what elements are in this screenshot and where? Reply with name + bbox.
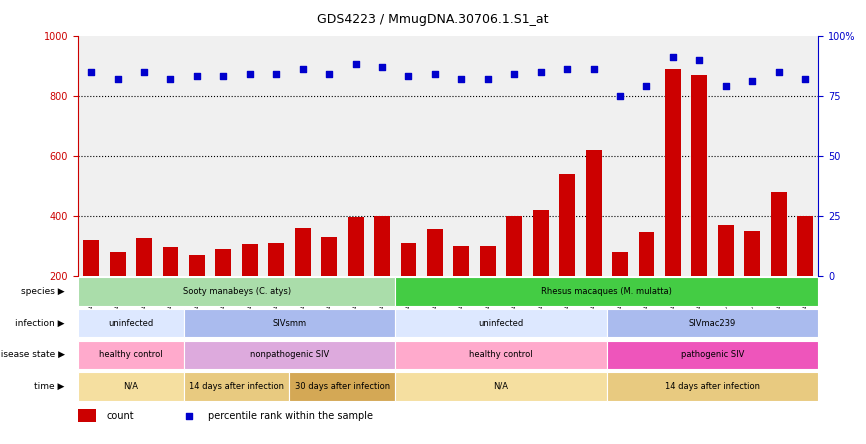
Text: GDS4223 / MmugDNA.30706.1.S1_at: GDS4223 / MmugDNA.30706.1.S1_at [317,13,549,26]
Point [84,68,98,75]
Bar [507,216,522,336]
FancyBboxPatch shape [78,372,184,400]
Point [798,75,812,82]
Point [375,63,389,70]
Point [164,75,178,82]
Point [560,66,574,73]
Point [322,71,336,78]
Text: healthy control: healthy control [469,350,533,359]
Bar [744,231,760,336]
Text: 14 days after infection: 14 days after infection [189,382,284,391]
Point [586,66,600,73]
Text: nonpathogenic SIV: nonpathogenic SIV [250,350,329,359]
Point [182,412,196,420]
Bar [798,216,813,336]
Text: healthy control: healthy control [99,350,163,359]
FancyBboxPatch shape [395,278,818,306]
Text: percentile rank within the sample: percentile rank within the sample [208,411,372,421]
FancyBboxPatch shape [289,372,395,400]
Bar [480,246,495,336]
Point [613,92,627,99]
Point [242,71,256,78]
FancyBboxPatch shape [184,341,395,369]
FancyBboxPatch shape [395,341,607,369]
FancyBboxPatch shape [607,341,818,369]
Point [533,68,547,75]
Point [455,75,469,82]
Point [772,68,785,75]
Bar [294,228,311,336]
Bar [189,255,205,336]
FancyBboxPatch shape [184,372,289,400]
Point [666,54,680,61]
Point [428,71,442,78]
FancyBboxPatch shape [395,372,607,400]
Text: infection ▶: infection ▶ [16,319,65,328]
Bar [136,238,152,336]
Bar [665,68,681,336]
Text: SIVsmm: SIVsmm [273,319,307,328]
Point [216,73,230,80]
Text: disease state ▶: disease state ▶ [0,350,65,359]
Point [190,73,204,80]
Bar [718,225,734,336]
Bar [401,243,417,336]
Bar [216,249,231,336]
Bar [559,174,575,336]
FancyBboxPatch shape [78,309,184,337]
Text: species ▶: species ▶ [21,287,65,296]
FancyBboxPatch shape [78,341,184,369]
Point [111,75,125,82]
Bar [771,192,786,336]
Bar [83,240,99,336]
FancyBboxPatch shape [184,309,395,337]
Text: time ▶: time ▶ [35,382,65,391]
Bar [374,216,390,336]
Point [349,61,363,68]
FancyBboxPatch shape [607,309,818,337]
Point [746,78,759,85]
Bar [163,247,178,336]
Bar [110,252,126,336]
Point [481,75,494,82]
Bar [321,237,337,336]
FancyBboxPatch shape [78,278,395,306]
Point [269,71,283,78]
Point [296,66,310,73]
Bar [585,150,602,336]
Text: SIVmac239: SIVmac239 [689,319,736,328]
Text: 14 days after infection: 14 days after infection [665,382,760,391]
Bar [691,75,708,336]
Text: N/A: N/A [494,382,508,391]
Text: Rhesus macaques (M. mulatta): Rhesus macaques (M. mulatta) [541,287,672,296]
FancyBboxPatch shape [607,372,818,400]
Point [137,68,151,75]
Point [719,83,733,90]
Text: uninfected: uninfected [108,319,153,328]
Text: N/A: N/A [123,382,139,391]
Point [640,83,654,90]
Bar [427,230,443,336]
Bar [533,210,549,336]
Text: count: count [106,411,133,421]
Bar [242,244,258,336]
Bar [454,246,469,336]
Text: 30 days after infection: 30 days after infection [294,382,390,391]
Text: pathogenic SIV: pathogenic SIV [681,350,744,359]
Point [507,71,521,78]
Point [402,73,416,80]
Bar [78,409,96,422]
Point [693,56,707,63]
Bar [347,217,364,336]
Bar [638,232,655,336]
Bar [268,243,284,336]
FancyBboxPatch shape [395,309,607,337]
Bar [612,252,628,336]
Text: Sooty manabeys (C. atys): Sooty manabeys (C. atys) [183,287,291,296]
Text: uninfected: uninfected [478,319,524,328]
